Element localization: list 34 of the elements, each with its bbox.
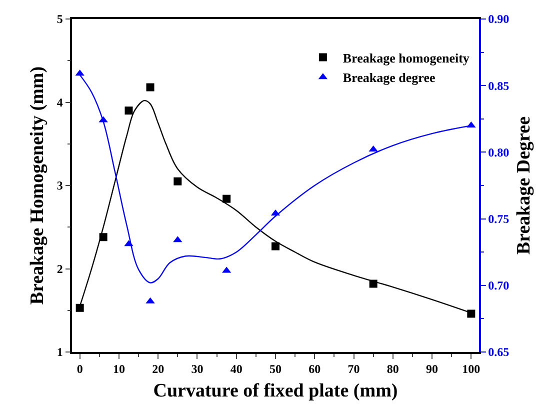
legend-label: Breakage homogeneity: [342, 50, 470, 66]
y2-tick-label: 0.85: [488, 78, 510, 93]
x-tick-label: 100: [462, 362, 480, 376]
x-tick-label: 10: [112, 362, 125, 376]
point: [174, 177, 182, 186]
x-tick-label: 80: [386, 362, 399, 376]
x-tick-label: 50: [270, 362, 282, 376]
x-axis-title: Curvature of fixed plate (mm): [153, 380, 398, 402]
x-tick-label: 60: [308, 362, 321, 376]
y-tick-label: 2: [56, 262, 63, 276]
y-tick-label: 4: [56, 95, 63, 110]
point: [76, 304, 84, 312]
y2-tick-label: 0.70: [488, 278, 510, 293]
point: [467, 310, 476, 318]
x-tick-label: 40: [230, 362, 242, 376]
y2-tick-label: 0.65: [488, 345, 510, 360]
y-axis-title: Breakage Homogeneity (mm): [27, 66, 48, 305]
legend-label: Breakage degree: [342, 70, 436, 86]
x-tick-label: 20: [152, 362, 164, 376]
x-tick-label: 30: [191, 362, 204, 376]
point: [124, 106, 133, 115]
y-tick-label: 1: [56, 345, 63, 360]
x-tick-label: 70: [348, 362, 360, 376]
y-tick-label: 3: [56, 178, 63, 193]
y2-tick-label: 0.90: [488, 12, 510, 26]
point: [222, 194, 231, 203]
point: [146, 83, 154, 92]
x-tick-label: 90: [426, 362, 438, 376]
y-tick-label: 5: [56, 12, 63, 26]
y2-tick-label: 0.80: [488, 145, 510, 160]
point: [272, 242, 280, 250]
y2-tick-label: 0.75: [488, 212, 510, 226]
x-tick-label: 0: [76, 362, 83, 376]
y2-axis-title: Breakage Degree: [513, 116, 534, 255]
